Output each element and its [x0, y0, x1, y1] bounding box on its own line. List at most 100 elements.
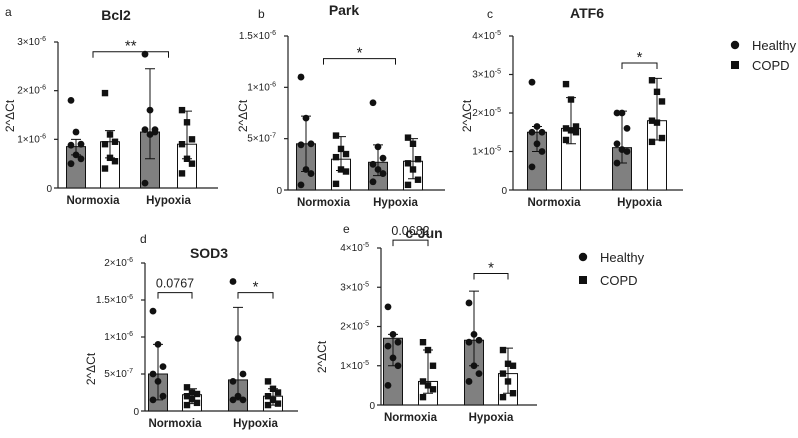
chart-panel-d: d SOD3 2^ΔCt 0 5×10-7 1×10-6 1.5×10-6 2×10-6 Nor… — [84, 232, 298, 430]
data-point-healthy — [234, 392, 242, 400]
data-point-copd — [424, 346, 432, 354]
significance-bracket — [323, 58, 396, 65]
x-tick-label: Hypoxia — [373, 197, 418, 209]
data-point-healthy — [389, 354, 397, 362]
error-bar — [145, 68, 155, 160]
data-point-copd — [409, 166, 417, 173]
data-point-healthy — [67, 141, 75, 149]
data-point-copd — [269, 385, 277, 392]
data-point-copd — [111, 138, 119, 145]
legend-copd-marker-top — [731, 61, 739, 69]
data-point-copd — [106, 131, 114, 138]
data-point-healthy — [389, 330, 397, 338]
data-point-copd — [193, 399, 201, 407]
significance-label: 0.0767 — [156, 277, 194, 291]
data-point-copd — [419, 339, 427, 346]
data-point-copd — [409, 140, 417, 147]
data-point-copd — [499, 393, 507, 401]
significance-bracket — [392, 239, 429, 247]
data-point-healthy — [374, 143, 382, 151]
data-point-healthy — [475, 336, 483, 344]
data-point-healthy — [72, 128, 80, 136]
y-tick-label: 3×10-6 — [17, 36, 46, 48]
data-point-healthy — [297, 73, 305, 81]
data-point-copd — [648, 138, 656, 146]
y-tick-label: 4×10-5 — [472, 30, 501, 42]
data-point-copd — [332, 153, 340, 161]
data-point-healthy — [528, 163, 536, 171]
x-tick-label: Hypoxia — [146, 195, 191, 207]
data-point-copd — [429, 386, 437, 393]
data-point-healthy — [239, 370, 247, 378]
data-point-copd — [414, 176, 422, 183]
data-point-healthy — [151, 126, 159, 133]
y-tick-label: 4×10-5 — [340, 242, 369, 254]
significance-label: * — [357, 45, 363, 62]
data-point-healthy — [229, 396, 237, 404]
data-point-healthy — [297, 141, 305, 149]
data-point-healthy — [159, 392, 167, 400]
chart-panel-a: a Bcl2 2^ΔCt 0 1×10-6 2×10-6 3×10-6 Normoxia Hyp… — [3, 5, 218, 207]
significance-label: 0.0682 — [391, 224, 429, 238]
data-point-healthy — [384, 342, 392, 350]
panel-letter: e — [343, 222, 350, 236]
data-point-healthy — [623, 124, 631, 132]
data-point-copd — [183, 119, 191, 126]
y-tick-label: 0 — [501, 186, 507, 197]
data-point-healthy — [538, 148, 546, 155]
data-point-copd — [567, 127, 575, 134]
data-point-healthy — [528, 128, 536, 136]
data-point-copd — [188, 136, 196, 143]
data-point-copd — [419, 393, 427, 401]
data-point-copd — [183, 384, 191, 391]
data-point-copd — [404, 181, 412, 189]
data-point-copd — [429, 362, 437, 369]
data-point-copd — [509, 362, 517, 369]
panel-letter: d — [140, 232, 147, 246]
data-point-healthy — [154, 341, 162, 348]
data-point-copd — [404, 134, 412, 141]
legend-copd-label-top: COPD — [752, 58, 790, 73]
legend-healthy-marker-bottom — [578, 252, 588, 262]
data-point-healthy — [384, 303, 392, 311]
data-point-copd — [404, 160, 412, 167]
significance-label: * — [488, 260, 494, 277]
y-tick-label: 3×10-5 — [472, 69, 501, 81]
data-point-healthy — [533, 123, 541, 130]
x-tick-label: Hypoxia — [617, 197, 662, 209]
data-point-healthy — [307, 140, 315, 148]
y-tick-label: 2×10-6 — [104, 257, 133, 269]
data-point-healthy — [141, 126, 149, 133]
chart-title: c-Jun — [405, 225, 442, 241]
data-point-healthy — [470, 362, 478, 370]
data-point-copd — [572, 123, 580, 130]
x-tick-label: Hypoxia — [469, 412, 514, 424]
data-point-healthy — [159, 363, 167, 370]
data-point-copd — [562, 136, 570, 144]
data-point-healthy — [154, 378, 162, 385]
chart-title: SOD3 — [190, 245, 228, 261]
data-point-healthy — [623, 148, 631, 155]
y-axis-label: 2^ΔCt — [236, 99, 250, 132]
data-point-healthy — [234, 335, 242, 342]
data-point-copd — [183, 393, 191, 400]
y-tick-label: 0 — [133, 407, 139, 418]
data-point-copd — [332, 132, 340, 139]
legend-copd-marker-bottom — [579, 276, 587, 284]
data-point-copd — [653, 119, 661, 126]
data-point-healthy — [297, 181, 305, 189]
y-tick-label: 0 — [369, 401, 375, 412]
data-point-copd — [342, 150, 350, 158]
data-point-copd — [658, 98, 666, 105]
data-point-healthy — [149, 307, 157, 315]
y-axis-label: 2^ΔCt — [3, 99, 17, 132]
data-point-healthy — [465, 299, 473, 307]
data-point-copd — [414, 156, 422, 163]
y-tick-label: 1×10-6 — [104, 331, 133, 343]
data-point-healthy — [369, 99, 377, 107]
data-point-healthy — [149, 370, 157, 378]
x-tick-label: Normoxia — [384, 412, 438, 424]
data-point-copd — [332, 180, 340, 188]
y-axis-label: 2^ΔCt — [84, 352, 98, 385]
